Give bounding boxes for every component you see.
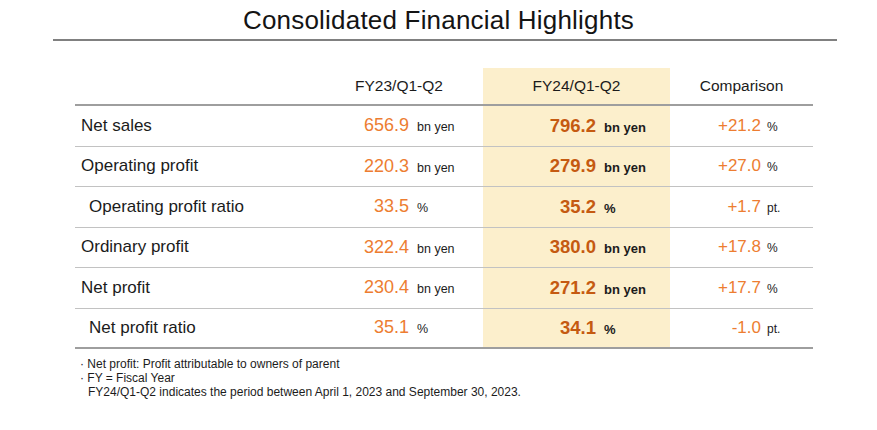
comparison-value: +17.7 bbox=[670, 278, 761, 298]
fy24-cell: 796.2 bn yen bbox=[483, 115, 670, 137]
table-row: Ordinary profit 322.4 bn yen 380.0 bn ye… bbox=[75, 228, 813, 269]
fy24-unit: bn yen bbox=[604, 241, 658, 256]
fy24-value: 35.2 bbox=[483, 196, 596, 218]
fy24-value: 271.2 bbox=[483, 277, 596, 299]
comparison-value: +27.0 bbox=[670, 156, 761, 176]
fy23-cell: 230.4 bn yen bbox=[315, 277, 483, 298]
header-comparison: Comparison bbox=[670, 77, 813, 95]
fy23-value: 656.9 bbox=[315, 115, 409, 136]
comparison-value: +1.7 bbox=[670, 197, 761, 217]
table-row: Operating profit ratio 33.5 % 35.2 % +1.… bbox=[75, 187, 813, 228]
slide: Consolidated Financial Highlights FY23/Q… bbox=[0, 0, 877, 430]
fy23-unit: bn yen bbox=[417, 161, 467, 175]
fy24-value: 34.1 bbox=[483, 317, 596, 339]
comparison-unit: % bbox=[767, 282, 793, 296]
header-fy23: FY23/Q1-Q2 bbox=[315, 77, 483, 95]
comparison-cell: -1.0 pt. bbox=[670, 318, 813, 338]
fy23-value: 322.4 bbox=[315, 237, 409, 258]
comparison-cell: +27.0 % bbox=[670, 156, 813, 176]
fy23-unit: % bbox=[417, 322, 467, 336]
fy23-cell: 656.9 bn yen bbox=[315, 115, 483, 136]
comparison-unit: pt. bbox=[767, 201, 793, 215]
fy23-cell: 35.1 % bbox=[315, 317, 483, 338]
comparison-unit: pt. bbox=[767, 322, 793, 336]
fy24-unit: bn yen bbox=[604, 120, 658, 135]
header-fy24: FY24/Q1-Q2 bbox=[483, 77, 670, 95]
fy23-cell: 322.4 bn yen bbox=[315, 237, 483, 258]
footnote-line: FY24/Q1-Q2 indicates the period between … bbox=[80, 385, 521, 399]
comparison-value: +21.2 bbox=[670, 116, 761, 136]
fy24-value: 796.2 bbox=[483, 115, 596, 137]
comparison-cell: +21.2 % bbox=[670, 116, 813, 136]
fy24-cell: 34.1 % bbox=[483, 317, 670, 339]
comparison-cell: +1.7 pt. bbox=[670, 197, 813, 217]
fy23-value: 220.3 bbox=[315, 156, 409, 177]
title-underline bbox=[53, 39, 837, 41]
fy24-value: 380.0 bbox=[483, 236, 596, 258]
fy23-unit: bn yen bbox=[417, 120, 467, 134]
fy24-cell: 271.2 bn yen bbox=[483, 277, 670, 299]
footnote-line: · FY = Fiscal Year bbox=[80, 371, 521, 385]
fy23-value: 35.1 bbox=[315, 317, 409, 338]
fy24-cell: 380.0 bn yen bbox=[483, 236, 670, 258]
table-row: Net sales 656.9 bn yen 796.2 bn yen +21.… bbox=[75, 106, 813, 147]
fy24-value: 279.9 bbox=[483, 155, 596, 177]
fy24-unit: % bbox=[604, 322, 658, 337]
table-row: Net profit ratio 35.1 % 34.1 % -1.0 pt. bbox=[75, 309, 813, 350]
comparison-cell: +17.7 % bbox=[670, 278, 813, 298]
row-label: Operating profit bbox=[75, 156, 315, 176]
comparison-value: +17.8 bbox=[670, 237, 761, 257]
row-label: Net profit ratio bbox=[75, 318, 315, 338]
comparison-cell: +17.8 % bbox=[670, 237, 813, 257]
fy24-unit: bn yen bbox=[604, 282, 658, 297]
row-label: Net sales bbox=[75, 116, 315, 136]
row-label: Operating profit ratio bbox=[75, 197, 315, 217]
table-header-row: FY23/Q1-Q2 FY24/Q1-Q2 Comparison bbox=[75, 68, 813, 106]
fy23-cell: 220.3 bn yen bbox=[315, 156, 483, 177]
table-row: Net profit 230.4 bn yen 271.2 bn yen +17… bbox=[75, 268, 813, 309]
row-label: Net profit bbox=[75, 278, 315, 298]
fy23-cell: 33.5 % bbox=[315, 196, 483, 217]
footnotes: · Net profit: Profit attributable to own… bbox=[80, 357, 521, 399]
fy23-unit: bn yen bbox=[417, 242, 467, 256]
table-row: Operating profit 220.3 bn yen 279.9 bn y… bbox=[75, 147, 813, 188]
comparison-value: -1.0 bbox=[670, 318, 761, 338]
comparison-unit: % bbox=[767, 160, 793, 174]
fy23-value: 33.5 bbox=[315, 196, 409, 217]
comparison-unit: % bbox=[767, 241, 793, 255]
fy23-unit: % bbox=[417, 201, 467, 215]
fy23-unit: bn yen bbox=[417, 282, 467, 296]
fy24-unit: bn yen bbox=[604, 160, 658, 175]
fy24-cell: 35.2 % bbox=[483, 196, 670, 218]
fy24-unit: % bbox=[604, 201, 658, 216]
fy24-cell: 279.9 bn yen bbox=[483, 155, 670, 177]
comparison-unit: % bbox=[767, 120, 793, 134]
financial-table: FY23/Q1-Q2 FY24/Q1-Q2 Comparison Net sal… bbox=[75, 68, 813, 349]
footnote-line: · Net profit: Profit attributable to own… bbox=[80, 357, 521, 371]
page-title: Consolidated Financial Highlights bbox=[0, 5, 877, 36]
fy23-value: 230.4 bbox=[315, 277, 409, 298]
row-label: Ordinary profit bbox=[75, 237, 315, 257]
